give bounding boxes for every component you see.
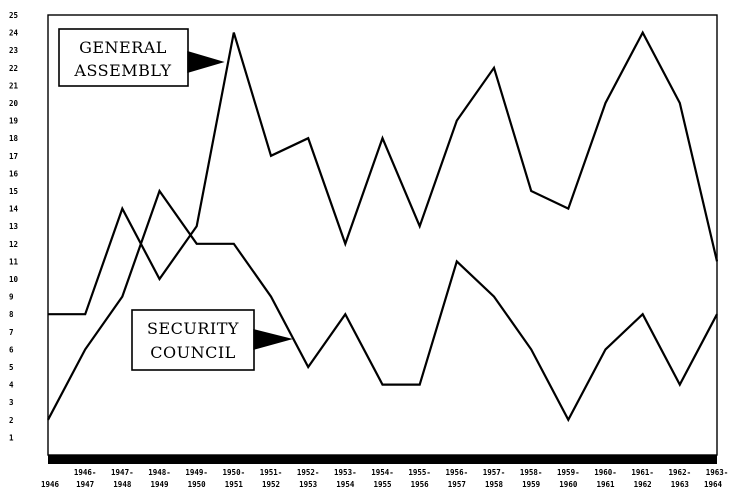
security-council-callout: SECURITY COUNCIL [131,309,293,371]
x-tick-label-bottom: 1947 [76,480,94,489]
y-tick-label: 13 [9,222,19,231]
x-tick-label-top: 1957- [483,468,506,477]
y-tick-label: 15 [9,187,18,196]
y-tick-label: 9 [9,293,14,302]
general-assembly-label-line-2: ASSEMBLY [73,61,171,80]
general-assembly-label-line-1: GENERAL [79,38,167,57]
y-tick-label: 5 [9,363,14,372]
x-tick-label-top: 1960- [594,468,617,477]
general-assembly-callout: GENERAL ASSEMBLY [58,28,225,87]
y-tick-label: 4 [9,381,14,390]
y-tick-label: 19 [9,117,19,126]
security-council-series-line [47,188,718,423]
x-tick-label-bottom: 1948 [113,480,132,489]
y-axis-ticks: 1234567891011121314151617181920212223242… [9,11,19,442]
general-assembly-pointer-arrow [187,50,225,74]
x-axis-band [48,455,717,464]
security-council-label-line-2: COUNCIL [150,343,236,362]
x-tick-label-bottom: 1951 [225,480,244,489]
x-tick-label-top: 1953- [334,468,357,477]
x-tick-label-bottom: 1957 [448,480,466,489]
y-tick-label: 22 [9,64,18,73]
x-tick-label-top: 1950- [223,468,246,477]
x-tick-label-bottom: 1952 [262,480,280,489]
x-tick-label-top: 1961- [631,468,654,477]
x-tick-label-bottom: 1953 [299,480,318,489]
general-assembly-label-box [58,28,189,87]
x-tick-label-top: 1956- [446,468,469,477]
x-tick-label-top: 1962- [669,468,692,477]
x-tick-label-top: 1952- [297,468,320,477]
x-tick-label-bottom: 1961 [596,480,615,489]
x-tick-label-top: 1955- [408,468,431,477]
y-tick-label: 6 [9,345,14,354]
x-tick-label-top: 1947- [111,468,134,477]
x-tick-label-bottom: 1946 [41,480,60,489]
x-tick-label-top: 1946- [74,468,97,477]
series-layer [47,30,719,423]
x-tick-label-top: 1949- [185,468,208,477]
x-tick-label-bottom: 1956 [411,480,430,489]
y-tick-label: 16 [9,169,19,178]
security-council-pointer-arrow [253,329,293,350]
x-tick-label-top: 1963- [706,468,729,477]
y-tick-label: 24 [9,29,19,38]
y-tick-label: 20 [9,99,19,108]
y-tick-label: 11 [9,257,19,266]
x-tick-label-bottom: 1955 [373,480,391,489]
general-assembly-series-line [48,30,719,316]
x-tick-label-bottom: 1950 [188,480,207,489]
x-tick-label-top: 1948- [148,468,171,477]
y-tick-label: 12 [9,240,18,249]
y-tick-label: 7 [9,328,14,337]
security-council-label-line-1: SECURITY [147,319,239,338]
y-tick-label: 14 [9,205,19,214]
y-tick-label: 2 [9,416,14,425]
y-tick-label: 25 [9,11,18,20]
x-tick-label-top: 1951- [260,468,283,477]
y-tick-label: 21 [9,81,19,90]
x-tick-label-top: 1958- [520,468,543,477]
x-tick-label-bottom: 1949 [150,480,169,489]
y-tick-label: 23 [9,46,19,55]
x-tick-label-bottom: 1964 [704,480,723,489]
y-tick-label: 3 [9,398,14,407]
y-tick-label: 17 [9,152,18,161]
y-tick-label: 1 [9,433,14,442]
x-tick-label-top: 1959- [557,468,580,477]
x-tick-label-bottom: 1963 [671,480,690,489]
x-tick-label-bottom: 1959 [522,480,541,489]
y-tick-label: 10 [9,275,19,284]
x-axis-ticks: 1946 1946- 1947 1947- 1948 1948- 1949 1949- 1950… [41,468,728,489]
x-tick-label-top: 1954- [371,468,394,477]
x-tick-label-bottom: 1962 [634,480,652,489]
y-tick-label: 8 [9,310,14,319]
x-tick-label-bottom: 1958 [485,480,504,489]
y-tick-label: 18 [9,134,19,143]
x-tick-label-bottom: 1960 [559,480,578,489]
x-tick-label-bottom: 1954 [336,480,355,489]
